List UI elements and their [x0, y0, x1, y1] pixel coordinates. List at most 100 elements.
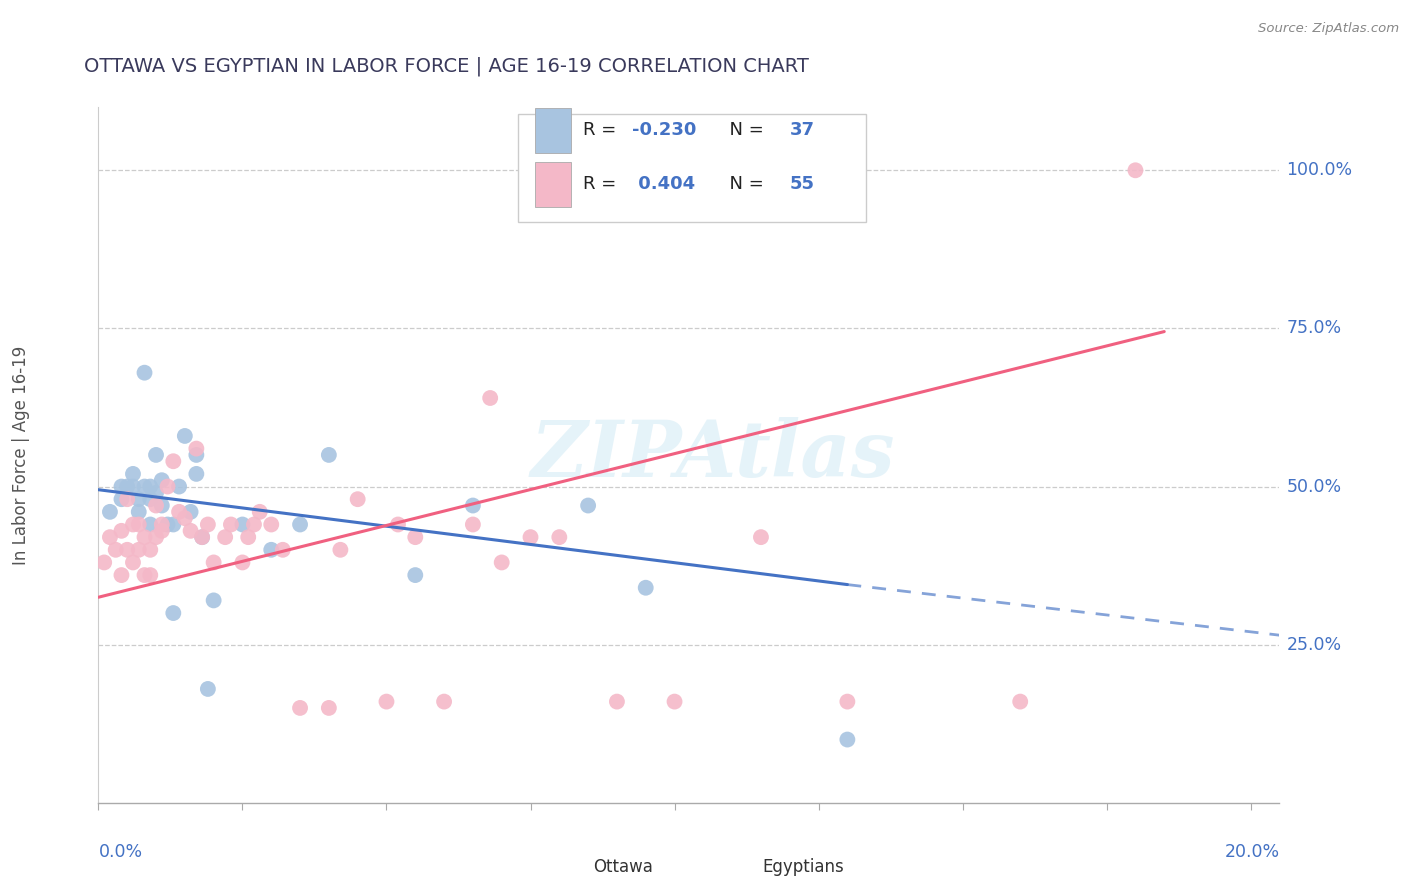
Point	[128, 492, 150, 507]
Point	[122, 517, 145, 532]
Text: OTTAWA VS EGYPTIAN IN LABOR FORCE | AGE 16-19 CORRELATION CHART: OTTAWA VS EGYPTIAN IN LABOR FORCE | AGE …	[84, 56, 810, 76]
Point	[122, 479, 145, 493]
Point	[156, 479, 179, 493]
Text: N =: N =	[718, 121, 770, 139]
Point	[134, 366, 156, 380]
Point	[128, 517, 150, 532]
Point	[110, 492, 132, 507]
Point	[156, 517, 179, 532]
Text: ZIPAtlas: ZIPAtlas	[530, 417, 894, 493]
Point	[173, 429, 195, 443]
Point	[180, 505, 202, 519]
Point	[134, 568, 156, 582]
Point	[329, 542, 352, 557]
Text: 100.0%: 100.0%	[1286, 161, 1353, 179]
Point	[231, 556, 253, 570]
Point	[186, 448, 208, 462]
Point	[375, 695, 398, 709]
Point	[433, 695, 456, 709]
Point	[191, 530, 214, 544]
Point	[110, 479, 132, 493]
Point	[202, 593, 225, 607]
Point	[128, 505, 150, 519]
Point	[191, 530, 214, 544]
Point	[139, 568, 162, 582]
Point	[115, 492, 138, 507]
Point	[115, 479, 138, 493]
Text: 25.0%: 25.0%	[1286, 636, 1341, 654]
Point	[491, 556, 513, 570]
Point	[288, 517, 311, 532]
Point	[167, 479, 190, 493]
Point	[139, 542, 162, 557]
FancyBboxPatch shape	[536, 161, 571, 207]
Point	[150, 517, 173, 532]
Point	[197, 681, 219, 696]
Text: 0.0%: 0.0%	[98, 843, 142, 861]
Point	[202, 556, 225, 570]
Point	[461, 499, 484, 513]
Point	[197, 517, 219, 532]
Text: 75.0%: 75.0%	[1286, 319, 1341, 337]
Point	[98, 505, 121, 519]
Text: 20.0%: 20.0%	[1225, 843, 1279, 861]
Point	[749, 530, 772, 544]
Point	[231, 517, 253, 532]
Text: Ottawa: Ottawa	[593, 858, 654, 876]
Point	[122, 556, 145, 570]
Point	[145, 448, 167, 462]
Text: 50.0%: 50.0%	[1286, 477, 1341, 496]
Point	[346, 492, 368, 507]
Point	[145, 530, 167, 544]
Point	[139, 492, 162, 507]
Point	[134, 479, 156, 493]
Point	[134, 530, 156, 544]
Point	[150, 499, 173, 513]
Point	[1125, 163, 1147, 178]
Point	[128, 542, 150, 557]
Point	[115, 542, 138, 557]
Point	[606, 695, 628, 709]
Point	[249, 505, 271, 519]
FancyBboxPatch shape	[536, 108, 571, 153]
Text: -0.230: -0.230	[633, 121, 696, 139]
Point	[387, 517, 409, 532]
Point	[519, 530, 541, 544]
Text: 37: 37	[789, 121, 814, 139]
Point	[479, 391, 502, 405]
Point	[180, 524, 202, 538]
Point	[150, 473, 173, 487]
Text: N =: N =	[718, 176, 770, 194]
Point	[145, 499, 167, 513]
Point	[150, 524, 173, 538]
Point	[288, 701, 311, 715]
Point	[404, 568, 426, 582]
Point	[145, 486, 167, 500]
Point	[260, 542, 283, 557]
Point	[404, 530, 426, 544]
Point	[837, 732, 859, 747]
Point	[93, 556, 115, 570]
Point	[271, 542, 294, 557]
Point	[186, 467, 208, 481]
Point	[576, 499, 599, 513]
Point	[139, 479, 162, 493]
Point	[214, 530, 236, 544]
Point	[110, 568, 132, 582]
Point	[238, 530, 260, 544]
FancyBboxPatch shape	[517, 114, 866, 222]
Point	[548, 530, 571, 544]
Point	[162, 517, 184, 532]
Point	[260, 517, 283, 532]
Text: R =: R =	[582, 176, 621, 194]
Point	[837, 695, 859, 709]
Point	[219, 517, 242, 532]
Text: 0.404: 0.404	[633, 176, 696, 194]
Point	[122, 467, 145, 481]
Point	[664, 695, 686, 709]
Point	[173, 511, 195, 525]
Text: R =: R =	[582, 121, 621, 139]
Text: Egyptians: Egyptians	[762, 858, 844, 876]
Point	[162, 454, 184, 468]
Text: 55: 55	[789, 176, 814, 194]
